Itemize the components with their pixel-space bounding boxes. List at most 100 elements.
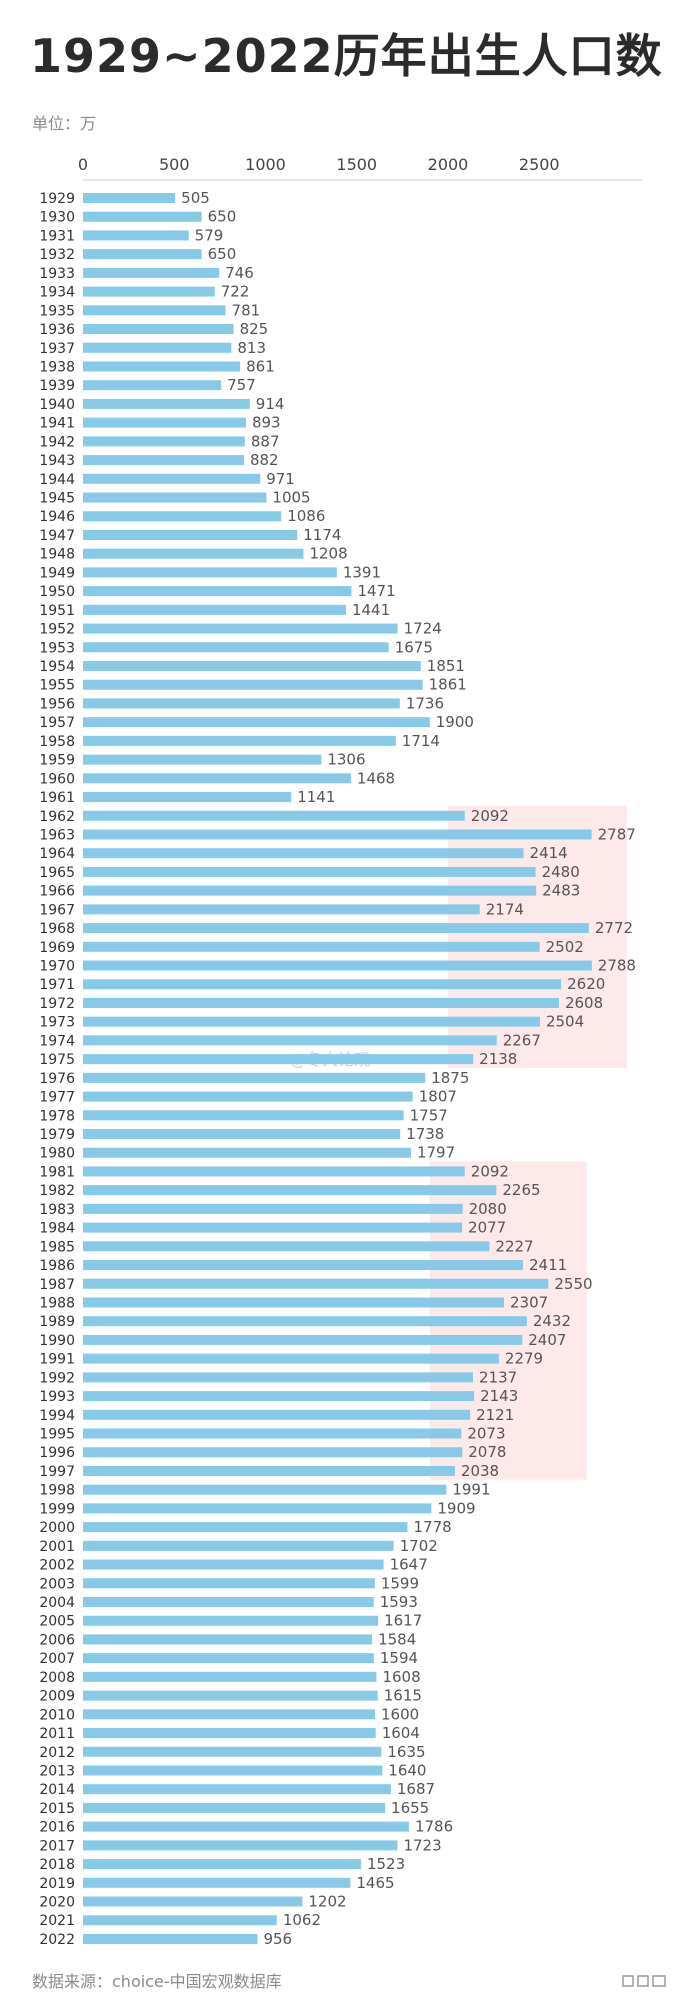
year-label: 2020	[39, 1895, 75, 1911]
bar	[83, 904, 480, 915]
value-label: 956	[263, 1930, 292, 1948]
value-label: 1608	[382, 1668, 420, 1686]
bar	[83, 1933, 258, 1944]
bar	[83, 1316, 527, 1327]
value-label: 2092	[471, 1162, 509, 1180]
bar	[83, 398, 250, 409]
year-label: 1962	[39, 809, 75, 825]
bar	[83, 548, 304, 559]
year-label: 1951	[39, 603, 75, 619]
value-label: 1778	[413, 1518, 451, 1536]
value-label: 2137	[479, 1368, 517, 1386]
year-label: 1972	[39, 996, 75, 1012]
year-label: 1986	[39, 1258, 75, 1274]
bar	[83, 511, 282, 522]
bar	[83, 1072, 426, 1083]
year-label: 2017	[39, 1838, 75, 1854]
year-label: 1980	[39, 1146, 75, 1162]
year-label: 1939	[39, 378, 75, 394]
bar	[83, 361, 241, 372]
bar	[83, 735, 396, 746]
year-label: 1938	[39, 359, 75, 375]
bar	[83, 642, 389, 653]
bar	[83, 810, 465, 821]
year-label: 1957	[39, 715, 75, 731]
year-label: 1963	[39, 827, 75, 843]
value-label: 1991	[452, 1481, 490, 1499]
value-label: 1675	[395, 638, 433, 656]
year-label: 2011	[39, 1726, 75, 1742]
year-label: 1930	[39, 210, 75, 226]
bar	[83, 773, 351, 784]
year-label: 1932	[39, 247, 75, 263]
bar	[83, 1578, 375, 1589]
bar	[83, 1091, 413, 1102]
year-label: 2013	[39, 1763, 75, 1779]
bar	[83, 529, 298, 540]
value-label: 2080	[469, 1200, 507, 1218]
bar	[83, 754, 322, 765]
value-label: 1523	[367, 1855, 405, 1873]
value-label: 2092	[471, 807, 509, 825]
bar	[83, 417, 246, 428]
bar	[83, 1540, 394, 1551]
value-label: 1604	[382, 1724, 420, 1742]
value-label: 2279	[505, 1350, 543, 1368]
year-label: 1987	[39, 1277, 75, 1293]
value-label: 887	[251, 432, 280, 450]
logo-icon	[622, 1975, 666, 1987]
year-label: 2021	[39, 1913, 75, 1929]
value-label: 1174	[303, 526, 341, 544]
value-label: 2407	[528, 1331, 566, 1349]
value-label: 882	[250, 451, 279, 469]
value-label: 2550	[554, 1275, 592, 1293]
year-label: 1944	[39, 472, 75, 488]
value-label: 2480	[542, 863, 580, 881]
value-label: 2038	[461, 1462, 499, 1480]
value-label: 1655	[391, 1799, 429, 1817]
value-label: 1471	[357, 582, 395, 600]
value-label: 746	[225, 264, 254, 282]
year-label: 2018	[39, 1857, 75, 1873]
bar	[83, 1391, 475, 1402]
bar	[83, 1428, 462, 1439]
bar	[83, 1353, 499, 1364]
x-tick-label: 2000	[428, 155, 469, 174]
year-label: 1931	[39, 228, 75, 244]
bar	[83, 455, 244, 466]
bar	[83, 492, 267, 503]
value-label: 1851	[427, 657, 465, 675]
year-label: 1959	[39, 753, 75, 769]
year-label: 1978	[39, 1108, 75, 1124]
year-label: 2001	[39, 1539, 75, 1555]
value-label: 1702	[400, 1537, 438, 1555]
value-label: 1861	[429, 676, 467, 694]
value-label: 1757	[410, 1106, 448, 1124]
value-label: 2265	[502, 1181, 540, 1199]
year-label: 1983	[39, 1202, 75, 1218]
value-label: 2787	[598, 825, 636, 843]
bar	[83, 436, 245, 447]
value-label: 1640	[388, 1761, 426, 1779]
value-label: 757	[227, 376, 256, 394]
value-label: 1208	[309, 545, 347, 563]
bar	[83, 1166, 465, 1177]
value-label: 1617	[384, 1612, 422, 1630]
year-label: 2022	[39, 1932, 75, 1948]
bar	[83, 305, 226, 316]
bar	[83, 866, 536, 877]
year-label: 2004	[39, 1595, 75, 1611]
bar	[83, 1035, 497, 1046]
year-label: 1997	[39, 1464, 75, 1480]
bar	[83, 1110, 404, 1121]
value-label: 2138	[479, 1050, 517, 1068]
bar	[83, 1615, 379, 1626]
bar	[83, 342, 232, 353]
value-label: 2620	[567, 975, 605, 993]
bar	[83, 1653, 374, 1664]
bar	[83, 1185, 497, 1196]
year-label: 1961	[39, 790, 75, 806]
value-label: 1600	[381, 1705, 419, 1723]
value-label: 2411	[529, 1256, 567, 1274]
value-label: 2143	[480, 1387, 518, 1405]
